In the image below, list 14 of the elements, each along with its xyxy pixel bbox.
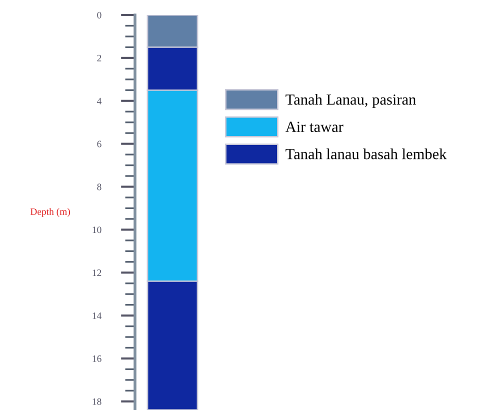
y-tick-label: 12	[92, 270, 102, 276]
y-tick-label: 0	[97, 12, 102, 18]
y-tick-label: 6	[97, 140, 102, 148]
legend-label: Air tawar	[285, 122, 344, 132]
legend-label: Tanah lanau basah lembek	[286, 148, 447, 160]
y-tick-label: 16	[92, 355, 102, 362]
y-axis-title: Depth (m)	[30, 208, 70, 217]
y-tick-label: 14	[92, 312, 102, 319]
y-tick-label: 2	[97, 54, 102, 62]
legend-label: Tanah Lanau, pasiran	[286, 94, 416, 108]
y-tick-label: 4	[96, 98, 102, 104]
y-tick-label: 10	[92, 226, 102, 234]
y-tick-label: 8	[97, 184, 102, 190]
y-tick-label: 18	[92, 398, 102, 405]
